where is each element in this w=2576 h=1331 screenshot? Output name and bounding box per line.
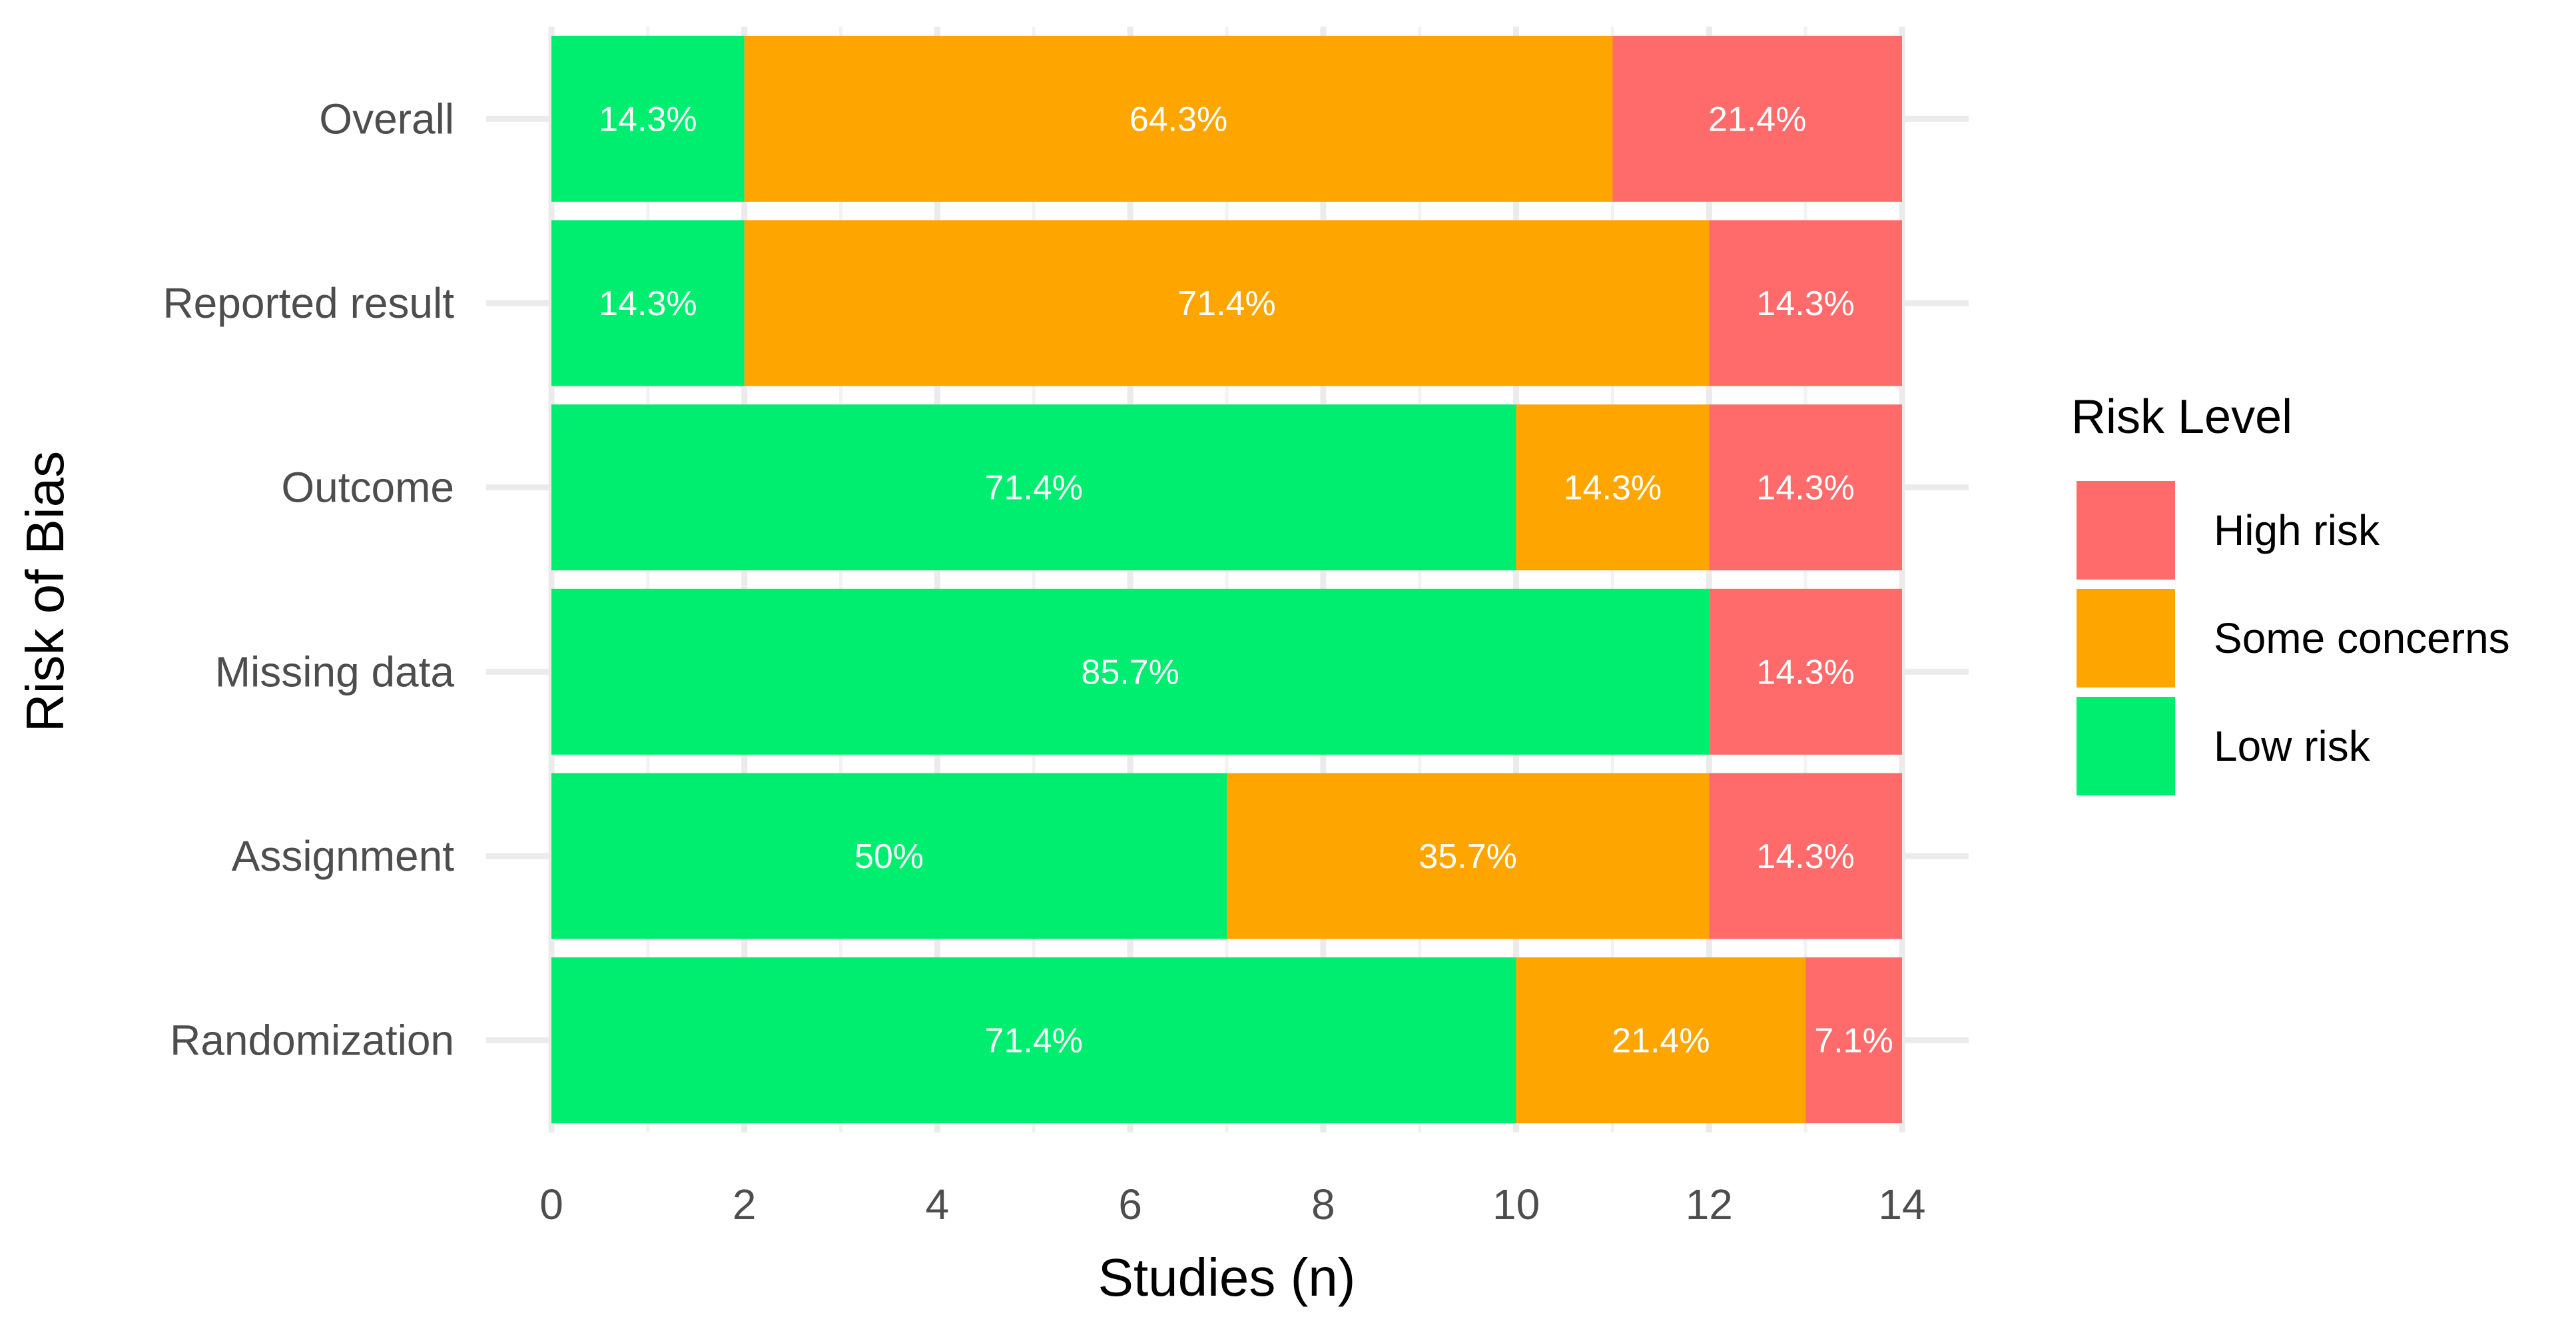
legend-key	[2077, 697, 2175, 795]
bar-value-label: 14.3%	[599, 100, 697, 139]
legend-item-label: Some concerns	[2214, 614, 2510, 662]
bar-segment	[551, 957, 1516, 1124]
bar-value-label: 71.4%	[985, 469, 1083, 508]
bar-value-label: 14.3%	[1564, 469, 1662, 508]
bar-segment	[1805, 957, 1902, 1124]
bar-value-label: 21.4%	[1612, 1022, 1710, 1061]
legend-item-label: High risk	[2214, 506, 2380, 554]
bar-value-label: 85.7%	[1081, 653, 1179, 691]
bar-segment	[1709, 773, 1902, 939]
bar-segment	[551, 220, 745, 386]
bar-value-label: 50%	[854, 837, 924, 876]
bar-value-label: 7.1%	[1814, 1022, 1893, 1061]
bar-segment	[1227, 773, 1710, 939]
bar-value-label: 14.3%	[1756, 653, 1854, 691]
bars: 71.4% 21.4% 7.1% 50% 35.7% 14.3% 85.7% 14.3% 71.…	[551, 35, 1902, 1124]
bar-segment	[1709, 404, 1902, 571]
x-axis-title: Studies (n)	[1098, 1248, 1356, 1307]
bar-value-label: 14.3%	[1756, 284, 1854, 323]
legend: Risk Level High risk Some concerns Low ris…	[2071, 390, 2510, 795]
x-tick-label: 4	[926, 1180, 950, 1228]
bar-value-label: 64.3%	[1129, 100, 1227, 139]
bar-segment	[744, 220, 1710, 386]
legend-title: Risk Level	[2071, 390, 2292, 444]
bar-value-label: 71.4%	[985, 1022, 1083, 1061]
category-label: Overall	[319, 95, 454, 143]
x-tick-label: 8	[1311, 1180, 1335, 1228]
category-label: Missing data	[215, 648, 455, 695]
bar-segment	[1516, 404, 1710, 571]
bar-segment	[551, 588, 1710, 755]
bar-value-label: 21.4%	[1708, 100, 1806, 139]
category-label: Assignment	[232, 832, 455, 880]
bar-value-label: 35.7%	[1419, 837, 1516, 876]
category-label: Outcome	[281, 464, 454, 512]
x-tick-labels: 0 2 4 6 8 10 12 14	[539, 1180, 1925, 1228]
category-label: Reported result	[162, 279, 454, 327]
legend-key	[2077, 481, 2175, 580]
legend-item-label: Low risk	[2214, 722, 2371, 770]
bar-value-label: 14.3%	[1756, 837, 1854, 876]
bar-segment	[1709, 588, 1902, 755]
bar-segment	[551, 404, 1516, 571]
x-tick-label: 14	[1878, 1180, 1925, 1228]
x-tick-label: 2	[733, 1180, 757, 1228]
y-axis-title: Risk of Bias	[15, 451, 75, 732]
bar-segment	[551, 35, 745, 202]
bar-value-label: 14.3%	[1756, 469, 1854, 508]
legend-key	[2077, 589, 2175, 687]
bar-segment	[1612, 35, 1902, 202]
category-labels: Randomization Assignment Missing data Outco…	[162, 95, 454, 1064]
x-tick-label: 6	[1118, 1180, 1142, 1228]
bar-segment	[744, 35, 1613, 202]
bar-segment	[551, 773, 1227, 939]
x-tick-label: 0	[539, 1180, 563, 1228]
x-tick-label: 12	[1686, 1180, 1733, 1228]
category-label: Randomization	[170, 1017, 454, 1065]
bar-segment	[1516, 957, 1806, 1124]
bar-segment	[1709, 220, 1902, 386]
bar-value-label: 71.4%	[1177, 284, 1275, 323]
x-tick-label: 10	[1492, 1180, 1540, 1228]
bar-value-label: 14.3%	[599, 284, 697, 323]
